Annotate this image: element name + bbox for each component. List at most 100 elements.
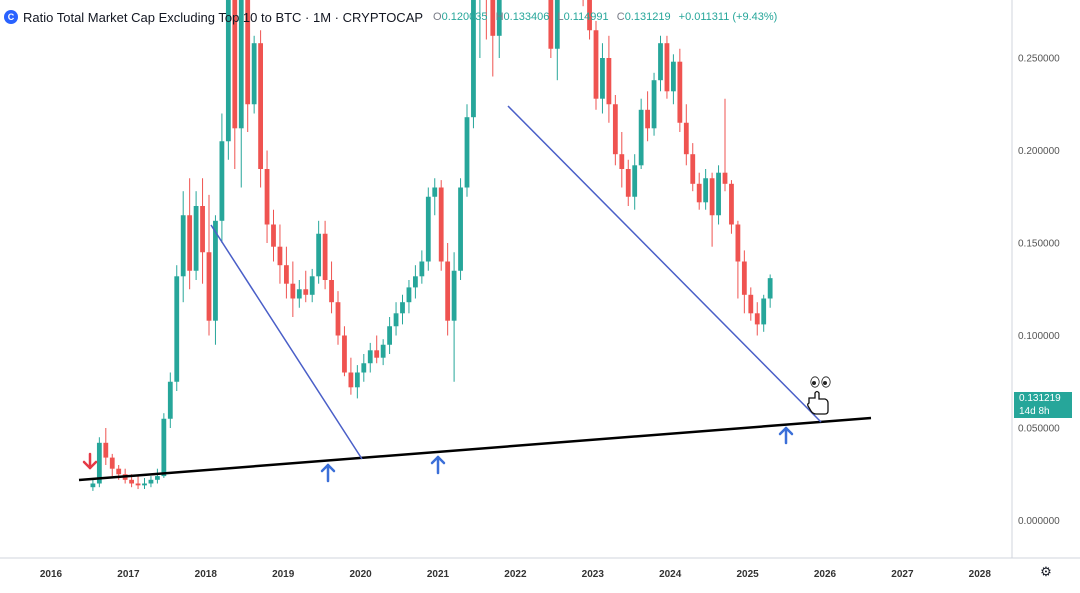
candle[interactable] [716,165,721,225]
candle[interactable] [245,0,251,132]
candle[interactable] [612,95,618,166]
candle[interactable] [219,113,225,244]
candle[interactable] [271,209,276,262]
candle[interactable] [581,0,586,7]
candle[interactable] [638,98,644,169]
candle[interactable] [354,365,360,399]
candle[interactable] [335,291,341,345]
candle[interactable] [213,215,218,345]
support-trendline[interactable] [78,416,872,482]
candle[interactable] [103,428,109,465]
candle[interactable] [709,172,715,247]
candle[interactable] [329,261,334,314]
candle[interactable] [232,0,238,169]
gear-icon[interactable]: ⚙ [1040,564,1052,579]
candle[interactable] [284,246,289,299]
candle[interactable] [761,294,767,332]
candle[interactable] [155,468,160,484]
candle[interactable] [380,339,386,366]
candle[interactable] [735,220,741,299]
candle[interactable] [251,35,257,114]
candle[interactable] [148,476,154,488]
resistance-trendline[interactable] [507,105,822,423]
candle[interactable] [206,194,212,336]
candle[interactable] [451,252,457,382]
candle[interactable] [200,178,205,284]
candle[interactable] [729,180,734,234]
candle[interactable] [671,54,676,105]
candle[interactable] [445,243,451,336]
symbol-title[interactable]: Ratio Total Market Cap Excluding Top 10 … [23,9,424,25]
candle[interactable] [187,178,193,290]
candle[interactable] [264,150,270,244]
candle[interactable] [432,178,438,216]
candle[interactable] [496,0,502,58]
candle[interactable] [651,72,657,136]
candle[interactable] [309,268,315,303]
candle[interactable] [135,476,141,490]
candle[interactable] [167,372,173,429]
candle[interactable] [316,220,322,284]
candle[interactable] [625,159,631,206]
candle[interactable] [303,270,309,303]
candle[interactable] [741,250,747,314]
candle[interactable] [419,250,425,284]
candle[interactable] [754,302,760,336]
candle[interactable] [413,265,418,299]
candle-body [264,169,270,225]
candle[interactable] [367,342,373,373]
candle[interactable] [606,35,612,123]
candle[interactable] [109,453,115,477]
candle[interactable] [374,335,380,364]
candle[interactable] [458,178,463,280]
candle[interactable] [767,274,773,308]
candle[interactable] [464,104,470,197]
candle[interactable] [490,0,496,77]
candle[interactable] [478,0,483,58]
candle[interactable] [425,187,431,271]
candle[interactable] [322,220,328,290]
candle[interactable] [400,294,405,325]
candle[interactable] [696,172,702,210]
candle[interactable] [193,191,199,280]
candle[interactable] [277,224,283,284]
candle[interactable] [632,154,638,210]
candle[interactable] [748,287,754,321]
candle[interactable] [722,98,728,192]
pupil [812,381,816,385]
candle[interactable] [348,357,354,395]
candle[interactable] [471,0,476,129]
candle[interactable] [690,143,696,192]
candle[interactable] [548,0,554,58]
candle[interactable] [683,104,689,166]
candle[interactable] [142,477,147,490]
candle[interactable] [225,0,231,160]
candle[interactable] [180,191,186,303]
candle[interactable] [387,317,392,354]
candle[interactable] [393,302,399,336]
candle[interactable] [90,479,96,491]
candle[interactable] [619,132,625,188]
candle[interactable] [600,43,605,114]
candle[interactable] [587,0,592,40]
candle[interactable] [593,21,599,110]
candle[interactable] [290,261,296,318]
candle[interactable] [438,180,444,271]
candle[interactable] [554,0,560,81]
red-down-arrow-icon [82,452,98,470]
candle[interactable] [258,30,263,188]
candle[interactable] [406,280,412,314]
candle[interactable] [342,326,347,377]
candle[interactable] [174,265,180,391]
candle[interactable] [161,413,167,478]
candle[interactable] [361,354,367,382]
candle[interactable] [238,0,244,188]
candle[interactable] [703,169,709,210]
resistance-trendline[interactable] [210,224,363,460]
candle[interactable] [296,280,302,308]
candle[interactable] [677,48,683,132]
candle[interactable] [664,35,670,99]
candle[interactable] [645,91,650,142]
candle[interactable] [658,35,663,92]
